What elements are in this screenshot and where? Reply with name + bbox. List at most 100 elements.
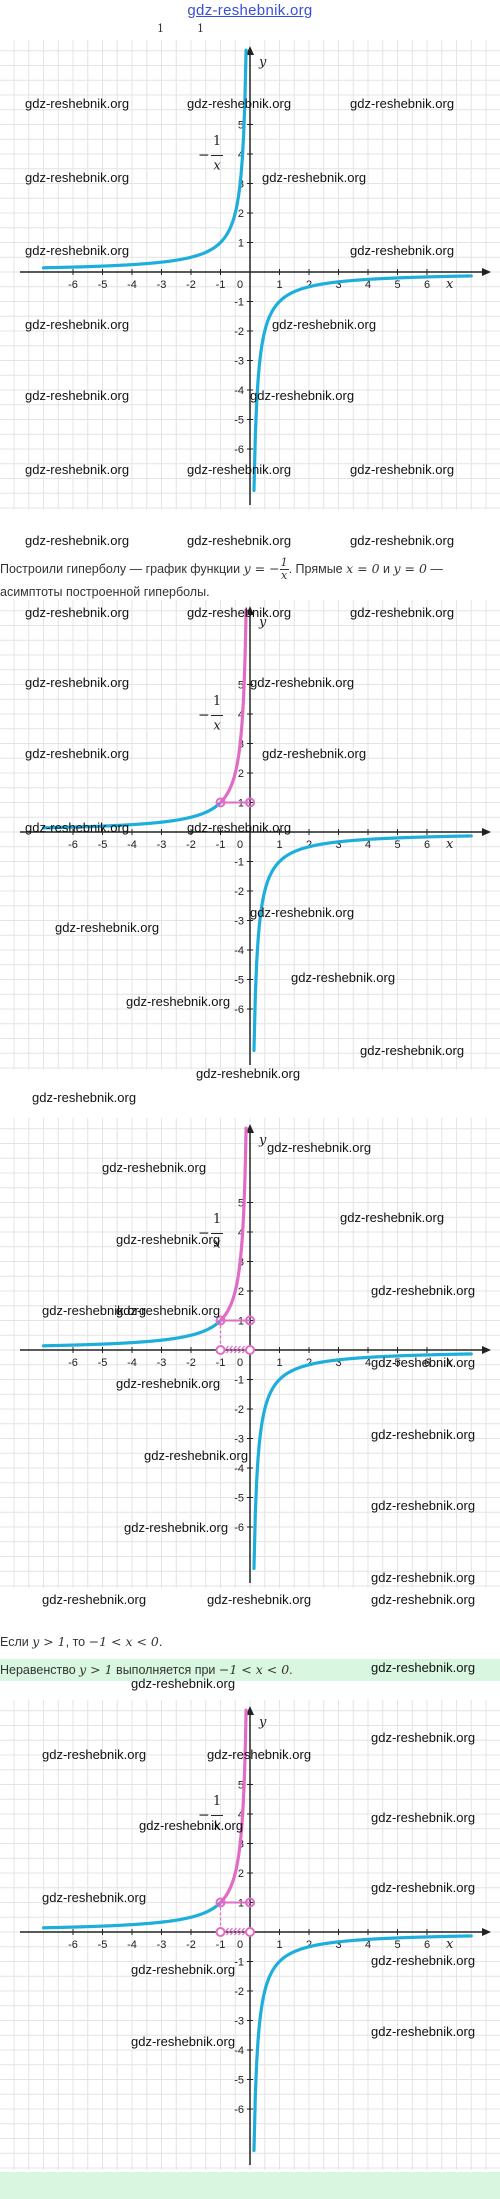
hatch-stroke: [230, 1927, 237, 1936]
y-tick-label: -4: [234, 385, 244, 397]
function-label-sign: −: [198, 1225, 210, 1241]
y-tick-label: -4: [234, 2045, 244, 2057]
hyperbola-right-branch: [252, 274, 473, 493]
text-segment: и: [379, 561, 394, 576]
x-tick-label: 3: [335, 1357, 341, 1369]
y-tick-label: -2: [234, 1404, 244, 1416]
y-tick-label: -6: [234, 2104, 244, 2116]
text-segment: . Прямые: [288, 561, 347, 576]
y-tick-label: -1: [234, 1957, 244, 1969]
x-tick-label: -2: [186, 839, 196, 851]
watermark: gdz-reshebnik.org: [32, 1090, 137, 1105]
y-tick-label: -5: [234, 415, 244, 427]
math-segment: x = 0: [346, 560, 380, 576]
x-tick-label: 5: [394, 1357, 400, 1369]
hyperbola-highlighted-part: [218, 1126, 248, 1323]
function-label: −1 x: [198, 1212, 223, 1251]
x-tick-label: 2: [306, 1357, 312, 1369]
y-tick-label: -5: [234, 2075, 244, 2087]
hatch-stroke: [226, 1927, 233, 1936]
x-axis-arrow: [482, 268, 491, 276]
function-label-num: 1: [213, 1212, 221, 1227]
hatch-stroke: [238, 1927, 245, 1936]
hyperbola-left-branch: [41, 48, 248, 270]
x-tick-label: -4: [127, 1939, 137, 1951]
x-tick-label: -3: [157, 279, 167, 291]
x-tick-label: -3: [157, 839, 167, 851]
function-label-sign: −: [198, 1807, 210, 1823]
watermark: gdz-reshebnik.org: [42, 1592, 147, 1607]
hatch-stroke: [234, 1927, 241, 1936]
text-segment: , то: [65, 1635, 89, 1649]
text-segment: Если: [0, 1635, 33, 1649]
x-tick-label: -5: [98, 839, 108, 851]
fraction-den: x: [280, 569, 288, 583]
y-tick-label: 4: [238, 1809, 244, 1821]
x-tick-label: -2: [186, 279, 196, 291]
watermark: gdz-reshebnik.org: [187, 533, 292, 548]
function-label-num: 1: [213, 134, 221, 149]
x-tick-label: 6: [424, 1939, 430, 1951]
x-tick-label: 0: [237, 1939, 243, 1951]
site-link[interactable]: gdz-reshebnik.org: [187, 2, 313, 19]
hyperbola-highlighted-part: [218, 1708, 248, 1905]
y-axis-letter: y: [258, 55, 267, 70]
text-segment: выполняется при: [112, 1663, 219, 1677]
function-label: −1 x: [198, 1794, 223, 1833]
y-tick-label: 5: [238, 680, 244, 692]
watermark: gdz-reshebnik.org: [25, 533, 130, 548]
y-tick-label: -5: [234, 975, 244, 987]
y-tick-label: -4: [234, 1463, 244, 1475]
hyperbola-left-branch: [41, 800, 223, 830]
watermark: gdz-reshebnik.org: [350, 533, 455, 548]
x-axis-arrow: [482, 1928, 491, 1936]
function-label-sign: −: [198, 707, 210, 723]
x-tick-label: 1: [276, 1939, 282, 1951]
y-tick-label: -2: [234, 886, 244, 898]
x-tick-label: 4: [365, 1939, 371, 1951]
y-tick-label: -3: [234, 916, 244, 928]
y-axis-arrow: [246, 606, 254, 615]
y-axis-arrow: [246, 1124, 254, 1133]
x-tick-label: 0: [237, 839, 243, 851]
math-segment: y > 1: [79, 1662, 113, 1677]
y-tick-label: -1: [234, 1375, 244, 1387]
interval-endpoint: [215, 1927, 226, 1937]
x-tick-label: 4: [365, 279, 371, 291]
function-label-den: x: [213, 1236, 221, 1251]
hatch-stroke: [238, 1345, 245, 1354]
interval-endpoint: [215, 1345, 226, 1355]
x-tick-label: -1: [216, 1939, 226, 1951]
open-point: [215, 1315, 226, 1326]
graph-panel-4: xy-6-5-4-3-2-1012345654321-1-2-3-4-5-6−1…: [0, 1700, 500, 2170]
function-label: −1 x: [198, 134, 223, 173]
y-axis-letter: y: [258, 1133, 267, 1148]
watermark: gdz-reshebnik.org: [371, 1592, 476, 1607]
x-axis-letter: x: [446, 1355, 454, 1370]
x-tick-label: -6: [68, 279, 78, 291]
x-tick-label: 3: [335, 1939, 341, 1951]
hyperbola-left-branch: [41, 1318, 223, 1348]
text-line-hyperbola: Построили гиперболу — график функции y =…: [0, 556, 500, 583]
x-tick-label: 6: [424, 279, 430, 291]
interval-endpoint: [245, 1345, 255, 1355]
x-tick-label: 2: [306, 279, 312, 291]
y-tick-label: -6: [234, 1004, 244, 1016]
hyperbola-highlighted-part: [218, 608, 248, 805]
text-segment: Неравенство: [0, 1663, 80, 1677]
y-tick-label: -3: [234, 1434, 244, 1446]
top-fraction-a: 1: [157, 22, 164, 35]
x-tick-label: 2: [306, 1939, 312, 1951]
x-tick-label: 3: [335, 279, 341, 291]
x-tick-label: -1: [216, 1357, 226, 1369]
x-tick-label: 6: [424, 1357, 430, 1369]
hatch-stroke: [226, 1345, 233, 1354]
x-tick-label: 5: [394, 1939, 400, 1951]
y-tick-label: 2: [238, 768, 244, 780]
x-tick-label: 0: [237, 1357, 243, 1369]
y-tick-label: 1: [238, 238, 244, 250]
y-tick-label: 5: [238, 1780, 244, 1792]
function-label: −1 x: [198, 694, 223, 733]
hyperbola-right-branch: [252, 1934, 473, 2153]
y-tick-label: -3: [234, 356, 244, 368]
